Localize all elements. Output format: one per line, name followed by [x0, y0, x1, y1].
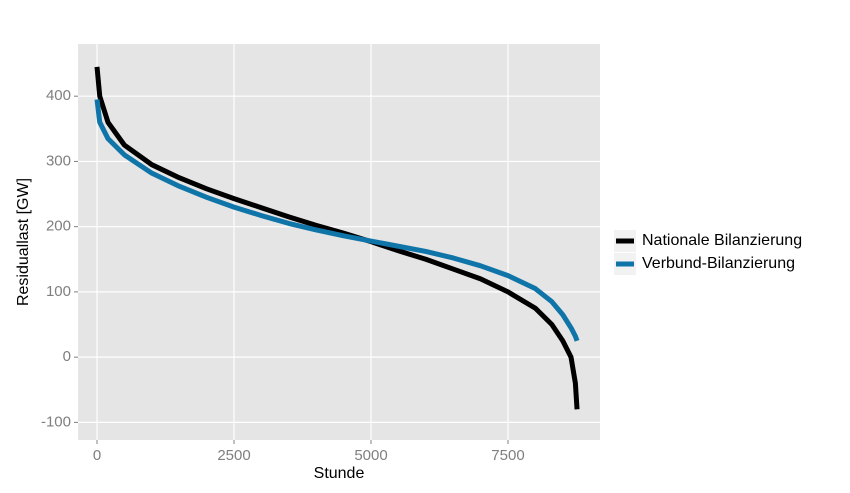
x-axis-title: Stunde: [314, 465, 365, 482]
y-axis-title: Residuallast [GW]: [15, 178, 32, 306]
y-tick-label: 200: [46, 218, 71, 235]
x-tick-label: 0: [93, 447, 101, 464]
x-tick-label: 5000: [354, 447, 387, 464]
x-tick-label: 7500: [491, 447, 524, 464]
y-tick-label: 100: [46, 283, 71, 300]
y-tick-label: 400: [46, 87, 71, 104]
legend-label: Nationale Bilanzierung: [642, 232, 802, 249]
y-tick-label: -100: [41, 413, 71, 430]
y-tick-label: 300: [46, 152, 71, 169]
series-line: [94, 99, 580, 342]
y-tick-label: 0: [63, 348, 71, 365]
x-tick-label: 2500: [217, 447, 250, 464]
legend-label: Verbund-Bilanzierung: [642, 255, 795, 272]
panel: [78, 44, 600, 440]
